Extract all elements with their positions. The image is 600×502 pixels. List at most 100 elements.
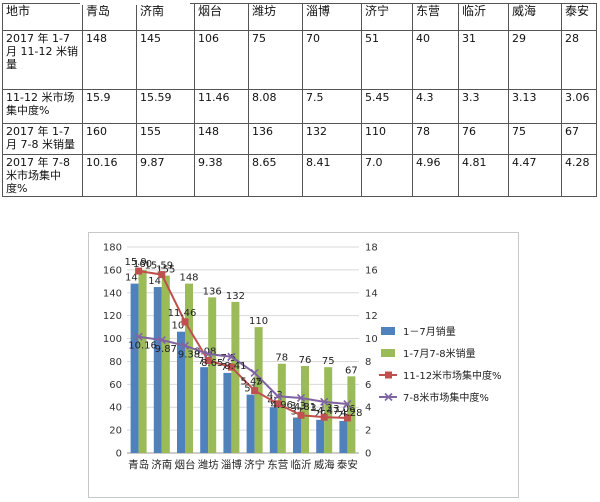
bar-series-1 (177, 331, 185, 453)
y-tick-label: 120 (103, 311, 122, 322)
legend-marker (385, 371, 392, 379)
bar-series-2 (324, 367, 333, 453)
table-cell: 7.5 (302, 89, 362, 124)
table-cell: 31 (458, 30, 509, 90)
line-marker-x (273, 392, 282, 401)
bar-series-1 (269, 407, 278, 453)
line-marker-square (274, 400, 282, 408)
line-data-label: 11.46 (168, 308, 197, 319)
legend-label: 7-8米市场集中度% (403, 391, 489, 404)
x-tick-label: 青岛 (128, 458, 149, 471)
legend-label: 1-7月7-8米销量 (403, 347, 476, 360)
legend-swatch (381, 349, 395, 357)
table-cell: 75 (248, 30, 303, 90)
legend-swatch (381, 327, 395, 335)
line-marker-x (134, 332, 143, 341)
table-cell: 10.16 (82, 154, 137, 197)
table-cell: 8.41 (302, 154, 362, 197)
table-column-header: 泰安 (561, 3, 597, 31)
x-tick-label: 威海 (314, 458, 335, 471)
y2-tick-label: 2 (365, 426, 371, 437)
line-marker-x (180, 341, 190, 350)
table-cell: 106 (194, 30, 249, 90)
table-cell: 67 (561, 123, 597, 155)
bar-series-1 (316, 419, 325, 453)
line-marker-square (343, 414, 351, 422)
table-cell: 4.81 (458, 154, 509, 197)
x-tick-label: 济宁 (244, 458, 265, 471)
line-data-label: 9.38 (178, 350, 200, 361)
line-marker-square (181, 318, 189, 326)
line-marker-square (204, 357, 212, 365)
line-data-label: 4.81 (294, 402, 316, 413)
bar-data-label: 155 (156, 265, 175, 276)
table-cell: 148 (82, 30, 137, 90)
legend-label: 1－7月销量 (403, 325, 456, 338)
y2-tick-label: 8 (365, 357, 371, 368)
bar-data-label: 31 (291, 407, 304, 418)
table-cell: 75 (508, 123, 562, 155)
x-tick-label: 东营 (267, 458, 288, 471)
table-cell: 4.47 (508, 154, 562, 197)
title-clip (80, 0, 190, 5)
combo-chart: 0 20 40 60 80 100 120 140 160 180 0 2 4 6 8 10 12 14 16 18 1… (103, 243, 502, 472)
bar-series-1 (200, 367, 209, 453)
y2-tick-label: 16 (365, 265, 378, 276)
bar-data-label: 148 (125, 273, 144, 284)
line-marker-square (227, 363, 235, 371)
y2-tick-label: 0 (365, 449, 371, 460)
bar-data-label: 145 (148, 276, 167, 287)
line-data-label: 7 (255, 377, 261, 388)
table-cell: 132 (302, 123, 362, 155)
bar-data-label: 78 (275, 353, 288, 364)
table-cell: 40 (412, 30, 459, 90)
table-cell: 11.46 (194, 89, 249, 124)
bar-data-label: 76 (299, 355, 312, 366)
line-data-label: 3.3 (290, 401, 306, 412)
table-cell: 15.59 (136, 89, 195, 124)
line-marker-square (251, 387, 259, 395)
table-row-label: 11-12 米市场集中度% (2, 89, 83, 124)
line-data-label: 4.47 (317, 406, 339, 417)
y2-tick-label: 4 (365, 403, 371, 414)
table-cell: 155 (136, 123, 195, 155)
table-cell: 8.65 (248, 154, 303, 197)
bar-data-label: 29 (314, 409, 327, 420)
line-data-label: 15.9 (124, 257, 146, 268)
line-data-label: 4.3 (267, 390, 283, 401)
table-row-label: 2017 年 1-7 月 11-12 米销量 (2, 30, 83, 90)
line-data-label: 5.45 (240, 377, 262, 388)
y-tick-label: 20 (109, 426, 122, 437)
table-cell: 5.45 (361, 89, 413, 124)
table-column-header: 临沂 (458, 3, 509, 31)
line-data-label: 3.13 (310, 403, 332, 414)
bar-series-2 (208, 297, 217, 453)
bar-data-label: 67 (345, 365, 358, 376)
bar-data-label: 70 (221, 362, 234, 373)
bar-data-label: 160 (133, 259, 152, 270)
table-cell: 70 (302, 30, 362, 90)
table-cell: 3.13 (508, 89, 562, 124)
x-tick-label: 潍坊 (198, 458, 219, 471)
line-data-label: 4.96 (271, 400, 293, 411)
table-header-row: 地市 青岛 济南 烟台 潍坊 淄博 济宁 东营 临沂 威海 泰安 (2, 3, 597, 31)
table-column-header: 烟台 (194, 3, 249, 31)
y2-tick-label: 14 (365, 288, 378, 299)
line-marker-square (158, 271, 166, 279)
bar-data-label: 148 (179, 273, 198, 284)
data-table: 地市 青岛 济南 烟台 潍坊 淄博 济宁 东营 临沂 威海 泰安 2017 年 1-7 月 11-12… (2, 3, 597, 197)
y2-tick-label: 10 (365, 334, 378, 345)
x-tick-label: 济南 (151, 458, 172, 471)
legend-marker (384, 392, 393, 402)
table-cell: 15.9 (82, 89, 137, 124)
bar-series-1 (153, 287, 162, 453)
y-tick-label: 160 (103, 265, 122, 276)
y2-tick-label: 12 (365, 311, 378, 322)
table-cell: 3.06 (561, 89, 597, 124)
bar-data-label: 106 (171, 321, 190, 332)
y-tick-label: 100 (103, 334, 122, 345)
line-marker-square (135, 267, 143, 275)
bar-data-label: 51 (244, 384, 257, 395)
table-column-header: 淄博 (302, 3, 362, 31)
bar-data-label: 110 (249, 316, 268, 327)
